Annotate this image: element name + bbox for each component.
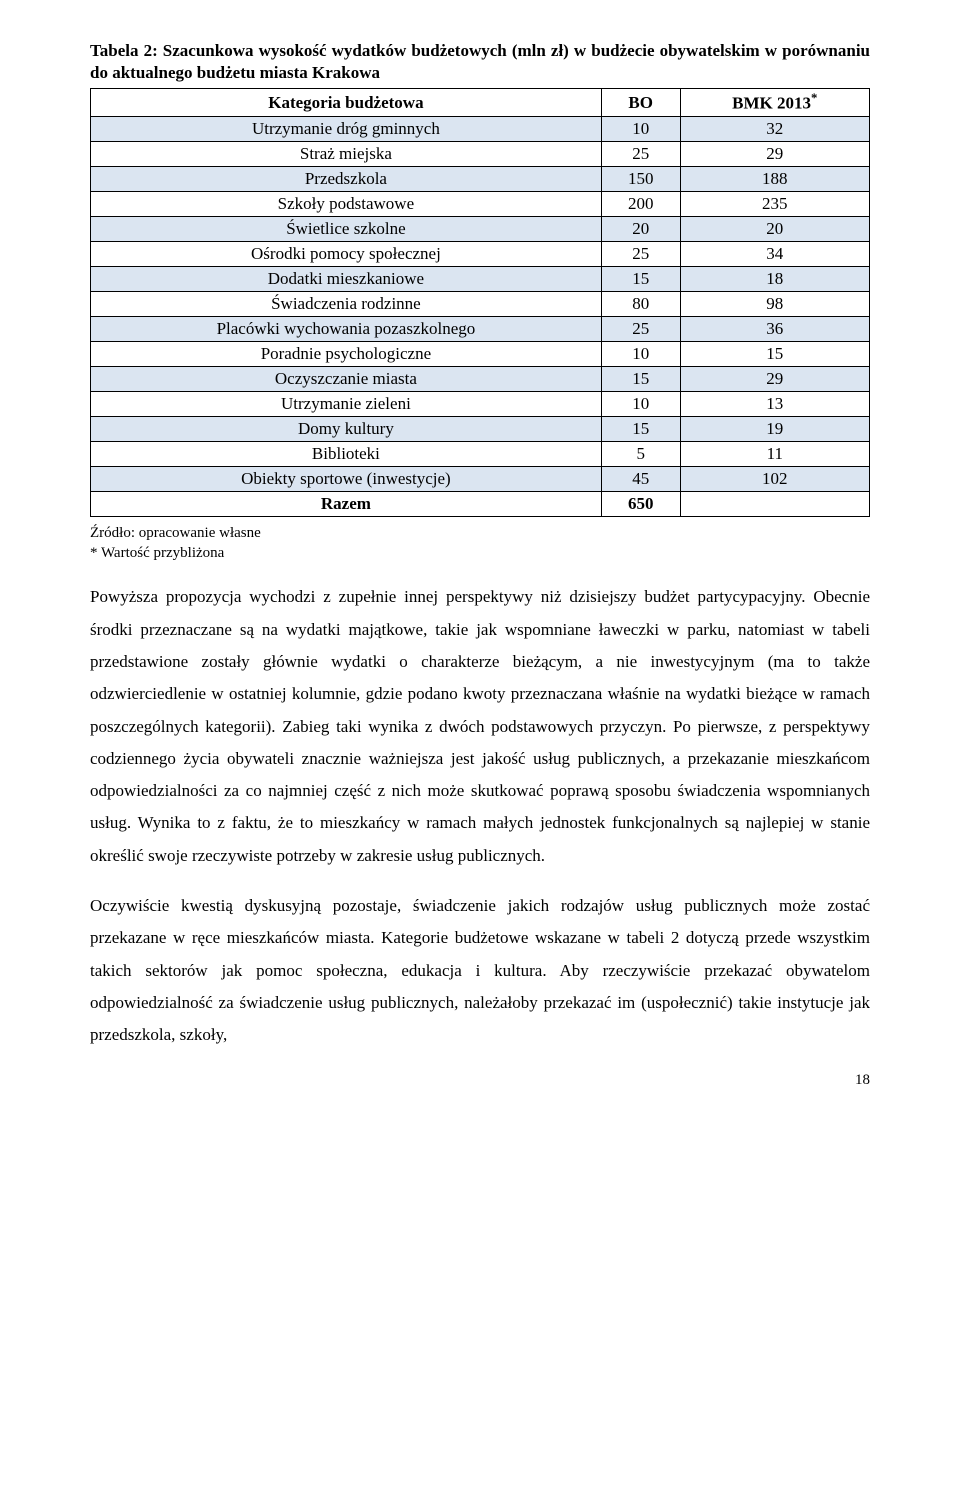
cell-bmk: 11 xyxy=(680,441,869,466)
table-row: Poradnie psychologiczne1015 xyxy=(91,341,870,366)
table-row: Straż miejska2529 xyxy=(91,141,870,166)
cell-category: Dodatki mieszkaniowe xyxy=(91,266,602,291)
cell-category: Świadczenia rodzinne xyxy=(91,291,602,316)
cell-category: Utrzymanie dróg gminnych xyxy=(91,116,602,141)
cell-category: Utrzymanie zieleni xyxy=(91,391,602,416)
cell-bo: 10 xyxy=(601,341,680,366)
cell-total-bmk xyxy=(680,491,869,516)
cell-bmk: 18 xyxy=(680,266,869,291)
cell-bmk: 98 xyxy=(680,291,869,316)
cell-bo: 45 xyxy=(601,466,680,491)
footnote-source: Źródło: opracowanie własne xyxy=(90,523,870,543)
cell-category: Placówki wychowania pozaszkolnego xyxy=(91,316,602,341)
col-header-bo: BO xyxy=(601,89,680,117)
cell-bo: 5 xyxy=(601,441,680,466)
cell-category: Obiekty sportowe (inwestycje) xyxy=(91,466,602,491)
table-row: Dodatki mieszkaniowe1518 xyxy=(91,266,870,291)
table-row: Świadczenia rodzinne8098 xyxy=(91,291,870,316)
table-caption: Tabela 2: Szacunkowa wysokość wydatków b… xyxy=(90,40,870,84)
col-header-bmk: BMK 2013* xyxy=(680,89,869,117)
cell-bo: 25 xyxy=(601,316,680,341)
cell-bo: 15 xyxy=(601,366,680,391)
cell-bo: 15 xyxy=(601,416,680,441)
cell-category: Straż miejska xyxy=(91,141,602,166)
cell-category: Poradnie psychologiczne xyxy=(91,341,602,366)
cell-bo: 200 xyxy=(601,191,680,216)
cell-category: Oczyszczanie miasta xyxy=(91,366,602,391)
table-row: Przedszkola150188 xyxy=(91,166,870,191)
table-footnotes: Źródło: opracowanie własne * Wartość prz… xyxy=(90,523,870,564)
body-text: Powyższa propozycja wychodzi z zupełnie … xyxy=(90,581,870,1051)
table-row: Domy kultury1519 xyxy=(91,416,870,441)
cell-bmk: 13 xyxy=(680,391,869,416)
table-row: Biblioteki511 xyxy=(91,441,870,466)
document-page: Tabela 2: Szacunkowa wysokość wydatków b… xyxy=(0,0,960,1129)
cell-bmk: 36 xyxy=(680,316,869,341)
col-header-category: Kategoria budżetowa xyxy=(91,89,602,117)
col-header-bmk-sup: * xyxy=(811,91,817,105)
cell-bmk: 15 xyxy=(680,341,869,366)
budget-table: Kategoria budżetowa BO BMK 2013* Utrzyma… xyxy=(90,88,870,517)
cell-bo: 150 xyxy=(601,166,680,191)
cell-total-label: Razem xyxy=(91,491,602,516)
col-header-bmk-text: BMK 2013 xyxy=(732,94,811,113)
page-number: 18 xyxy=(90,1072,870,1089)
paragraph-2: Oczywiście kwestią dyskusyjną pozostaje,… xyxy=(90,890,870,1051)
cell-bo: 20 xyxy=(601,216,680,241)
table-row: Utrzymanie dróg gminnych1032 xyxy=(91,116,870,141)
cell-category: Szkoły podstawowe xyxy=(91,191,602,216)
cell-category: Świetlice szkolne xyxy=(91,216,602,241)
cell-bmk: 34 xyxy=(680,241,869,266)
cell-bo: 10 xyxy=(601,391,680,416)
cell-total-bo: 650 xyxy=(601,491,680,516)
table-row: Placówki wychowania pozaszkolnego2536 xyxy=(91,316,870,341)
table-row: Utrzymanie zieleni1013 xyxy=(91,391,870,416)
table-row: Obiekty sportowe (inwestycje)45102 xyxy=(91,466,870,491)
table-row: Szkoły podstawowe200235 xyxy=(91,191,870,216)
cell-category: Biblioteki xyxy=(91,441,602,466)
cell-category: Ośrodki pomocy społecznej xyxy=(91,241,602,266)
paragraph-1: Powyższa propozycja wychodzi z zupełnie … xyxy=(90,581,870,872)
cell-category: Domy kultury xyxy=(91,416,602,441)
cell-bo: 80 xyxy=(601,291,680,316)
cell-bo: 15 xyxy=(601,266,680,291)
footnote-asterisk: * Wartość przybliżona xyxy=(90,543,870,563)
table-row: Oczyszczanie miasta1529 xyxy=(91,366,870,391)
cell-bo: 25 xyxy=(601,141,680,166)
cell-bmk: 20 xyxy=(680,216,869,241)
cell-bo: 10 xyxy=(601,116,680,141)
cell-bmk: 19 xyxy=(680,416,869,441)
cell-bo: 25 xyxy=(601,241,680,266)
cell-bmk: 235 xyxy=(680,191,869,216)
table-body: Utrzymanie dróg gminnych1032Straż miejsk… xyxy=(91,116,870,516)
table-header-row: Kategoria budżetowa BO BMK 2013* xyxy=(91,89,870,117)
cell-bmk: 29 xyxy=(680,366,869,391)
cell-bmk: 29 xyxy=(680,141,869,166)
table-row: Świetlice szkolne2020 xyxy=(91,216,870,241)
table-row-total: Razem650 xyxy=(91,491,870,516)
cell-bmk: 32 xyxy=(680,116,869,141)
table-row: Ośrodki pomocy społecznej2534 xyxy=(91,241,870,266)
cell-category: Przedszkola xyxy=(91,166,602,191)
cell-bmk: 102 xyxy=(680,466,869,491)
cell-bmk: 188 xyxy=(680,166,869,191)
